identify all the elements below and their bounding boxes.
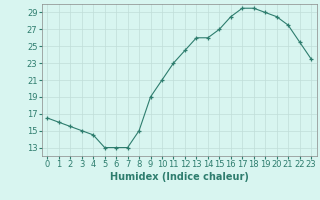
X-axis label: Humidex (Indice chaleur): Humidex (Indice chaleur) — [110, 172, 249, 182]
